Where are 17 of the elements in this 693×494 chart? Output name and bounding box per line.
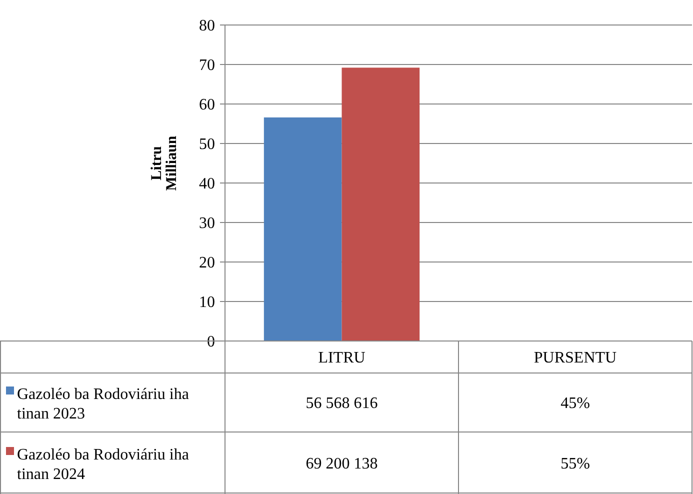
text: 45% bbox=[560, 395, 590, 412]
text: 56 568 616 bbox=[306, 395, 378, 412]
text: 55% bbox=[560, 456, 590, 473]
text: 69 200 138 bbox=[306, 456, 378, 473]
y-tick-label: 60 bbox=[199, 96, 215, 114]
y-tick-label: 30 bbox=[199, 215, 215, 232]
legend-label: Gazoléo ba Rodoviáriu iha tinan 2023 bbox=[17, 386, 189, 422]
y-tick-label: 50 bbox=[199, 136, 215, 154]
legend-label: Gazoléo ba Rodoviáriu iha tinan 2024 bbox=[17, 446, 189, 483]
y-tick-label: 40 bbox=[199, 176, 215, 193]
y-tick-label: 10 bbox=[199, 294, 215, 312]
y-tick-label: 20 bbox=[199, 254, 215, 272]
y-axis-title: Litru Milliaun bbox=[148, 135, 180, 191]
y-tick-label: 70 bbox=[199, 57, 215, 74]
x-tick-label: PURSENTU bbox=[534, 350, 618, 367]
x-tick-label: LITRU bbox=[318, 350, 366, 367]
y-tick-label: 80 bbox=[199, 18, 215, 35]
